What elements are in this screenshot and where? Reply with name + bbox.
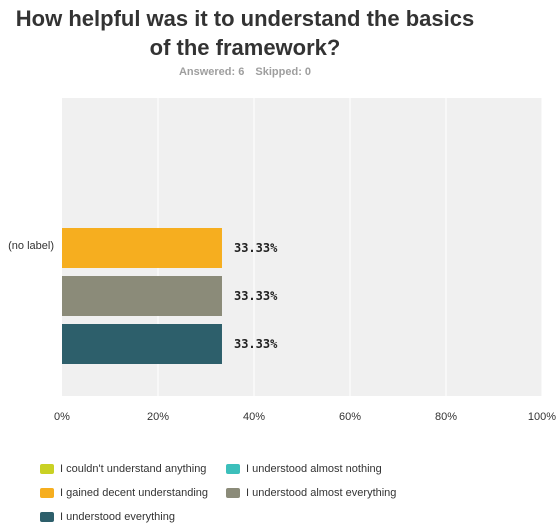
title-line-2: of the framework? (149, 35, 341, 60)
legend-item: I couldn't understand anything (40, 463, 206, 475)
response-stats: Answered: 6 Skipped: 0 (0, 66, 490, 78)
category-label: (no label) (8, 240, 54, 252)
bar (62, 276, 222, 316)
bar (62, 228, 222, 268)
data-label: 33.33% (234, 337, 278, 351)
legend-swatch (40, 488, 54, 498)
x-tick-label: 100% (528, 411, 556, 423)
x-tick-label: 20% (147, 411, 169, 423)
legend-label: I understood almost everything (246, 487, 397, 499)
chart-title: How helpful was it to understand the bas… (0, 4, 490, 62)
legend-item: I understood almost everything (226, 487, 396, 499)
x-tick-label: 60% (339, 411, 361, 423)
legend-swatch (226, 464, 240, 474)
x-tick-label: 80% (435, 411, 457, 423)
legend-label: I couldn't understand anything (60, 463, 207, 475)
legend-label: I understood everything (60, 511, 175, 523)
legend-swatch (226, 488, 240, 498)
bar-chart: 0% 20% 40% 60% 80% 100% (no label) 33.33% 33.33%… (8, 98, 556, 423)
legend-label: I gained decent understanding (60, 487, 209, 499)
legend-item: I understood almost nothing (226, 463, 382, 475)
x-tick-label: 0% (54, 411, 70, 423)
legend-swatch (40, 512, 54, 522)
data-label: 33.33% (234, 289, 278, 303)
legend-item: I gained decent understanding (40, 487, 208, 499)
title-line-1: How helpful was it to understand the bas… (15, 6, 475, 31)
legend-label: I understood almost nothing (246, 463, 382, 475)
bar (62, 324, 222, 364)
answered-count: Answered: 6 (178, 66, 245, 78)
skipped-count: Skipped: 0 (255, 66, 312, 78)
legend-swatch (40, 464, 54, 474)
data-label: 33.33% (234, 241, 278, 255)
x-tick-label: 40% (243, 411, 265, 423)
legend-item: I understood everything (40, 511, 175, 523)
